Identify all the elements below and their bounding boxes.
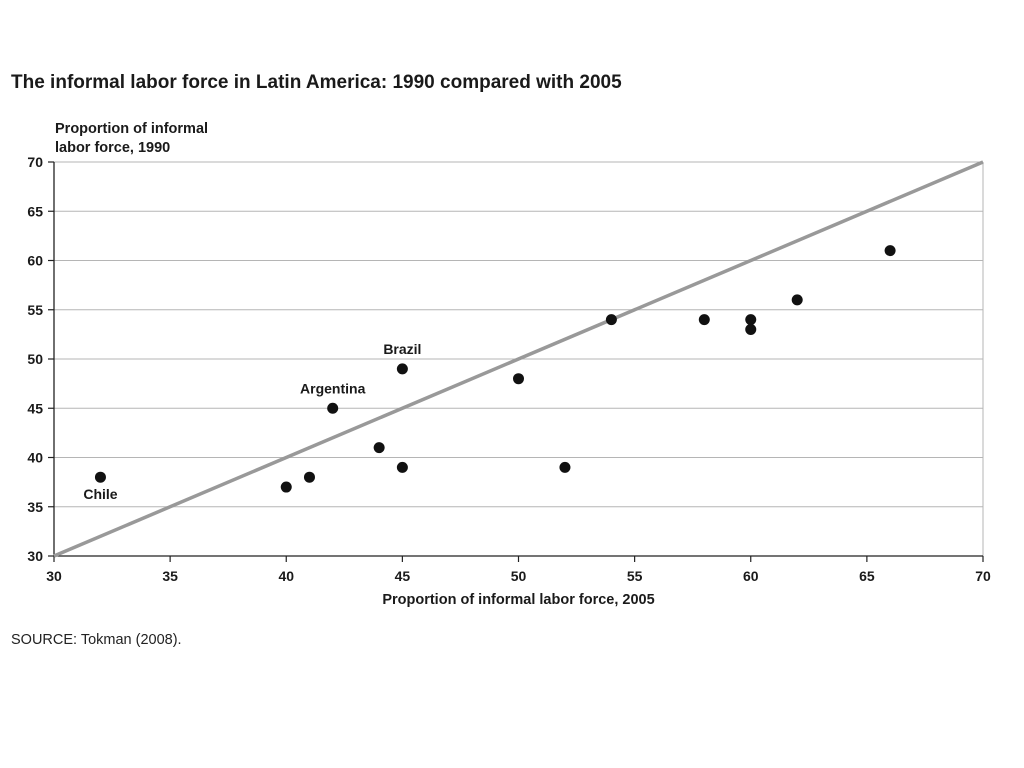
point-label-argentina: Argentina [300, 380, 366, 396]
data-point-8 [559, 461, 571, 473]
x-tick-label-40: 40 [278, 568, 294, 584]
y-tick-label-50: 50 [27, 351, 43, 367]
x-axis-title: Proportion of informal labor force, 2005 [382, 592, 654, 608]
reference-line [53, 160, 984, 558]
data-point-14 [884, 245, 896, 257]
y-tick-label-30: 30 [27, 548, 43, 564]
source-note: SOURCE: Tokman (2008). [11, 632, 182, 648]
y-tick-label-35: 35 [27, 499, 43, 515]
data-point-7 [513, 373, 524, 385]
data-point-9 [605, 314, 617, 326]
y-tick-label-70: 70 [27, 154, 43, 170]
y-axis-title-line-2: labor force, 1990 [55, 140, 170, 156]
x-tick-label-65: 65 [859, 568, 875, 584]
y-tick-label-40: 40 [27, 450, 43, 466]
x-tick-label-60: 60 [743, 568, 759, 584]
x-tick-label-55: 55 [627, 568, 643, 584]
data-point-13 [791, 294, 803, 306]
point-label-chile: Chile [83, 486, 117, 502]
y-tick-label-55: 55 [27, 302, 43, 318]
y-axis-title-line-1: Proportion of informal [55, 121, 208, 137]
axis-labels: Proportion of informal labor force, 2005… [55, 121, 655, 608]
data-point-4 [373, 442, 385, 454]
data-points: Chile Argentina Brazil [83, 245, 896, 502]
reference-line-group [53, 160, 984, 558]
data-point-12 [745, 323, 757, 335]
data-point-argentina [327, 402, 339, 414]
x-tick-label-70: 70 [975, 568, 991, 584]
y-tick-label-45: 45 [27, 400, 43, 416]
axes: 30 35 40 45 50 55 60 65 70 30 35 40 45 50 55 60 65 70 [27, 154, 991, 584]
x-tick-label-35: 35 [162, 568, 178, 584]
data-point-brazil [396, 363, 408, 375]
x-tick-label-30: 30 [46, 568, 62, 584]
data-point-10 [698, 314, 710, 326]
data-point-1 [280, 481, 292, 493]
y-tick-label-60: 60 [27, 253, 43, 269]
data-point-2 [303, 471, 315, 483]
data-point-chile [94, 471, 106, 483]
point-label-brazil: Brazil [383, 341, 421, 357]
x-tick-label-50: 50 [511, 568, 527, 584]
x-tick-label-45: 45 [395, 568, 411, 584]
data-point-6 [396, 461, 408, 473]
y-tick-label-65: 65 [27, 203, 43, 219]
data-point-11 [745, 314, 757, 326]
page-title: The informal labor force in Latin Americ… [11, 72, 622, 93]
